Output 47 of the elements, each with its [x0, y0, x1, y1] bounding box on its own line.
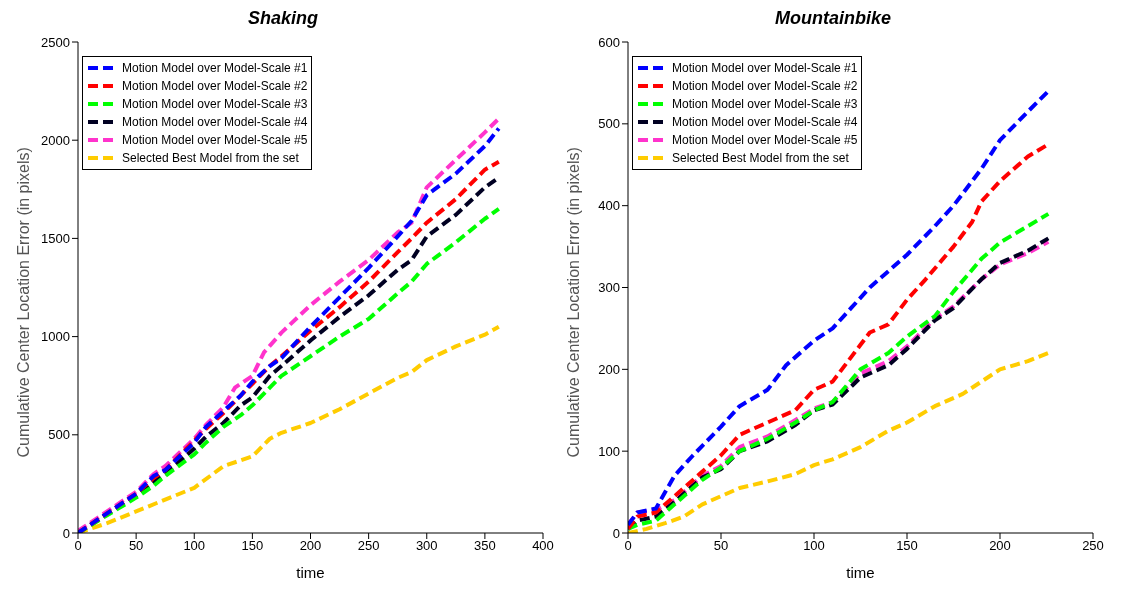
y-axis-title: Cumulative Center Location Error (in pixels) [564, 147, 582, 458]
x-tick-label: 300 [415, 538, 438, 554]
chart-title: Shaking [247, 8, 319, 30]
legend-label: Selected Best Model from the set [672, 151, 849, 165]
y-tick-label: 2000 [41, 132, 70, 148]
chart-title: Mountainbike [774, 8, 892, 30]
x-tick-label: 100 [183, 538, 206, 554]
legend-label: Selected Best Model from the set [122, 151, 299, 165]
y-tick-label: 300 [598, 280, 620, 296]
x-tick-label: 250 [1082, 538, 1104, 554]
y-tick-label: 0 [612, 525, 620, 541]
line-series [628, 350, 1051, 533]
y-tick-label: 200 [598, 361, 620, 377]
legend-label: Motion Model over Model-Scale #1 [672, 61, 858, 75]
y-tick-label: 1500 [41, 231, 70, 247]
x-tick-label: 50 [128, 538, 144, 554]
legend-label: Motion Model over Model-Scale #5 [672, 133, 858, 147]
legend-label: Motion Model over Model-Scale #2 [672, 79, 858, 93]
x-tick-label: 250 [357, 538, 380, 554]
x-tick-label: 150 [241, 538, 264, 554]
x-axis-title: time [846, 564, 875, 581]
x-axis-title: time [296, 564, 325, 581]
legend-label: Motion Model over Model-Scale #3 [122, 97, 308, 111]
y-tick-label: 0 [62, 525, 70, 541]
y-tick-label: 500 [48, 427, 70, 443]
legend-label: Motion Model over Model-Scale #5 [122, 133, 308, 147]
y-tick-label: 400 [598, 198, 620, 214]
x-tick-label: 0 [74, 538, 82, 554]
x-tick-label: 200 [989, 538, 1011, 554]
y-tick-label: 100 [598, 443, 620, 459]
y-tick-label: 600 [598, 34, 620, 50]
legend-label: Motion Model over Model-Scale #4 [672, 115, 858, 129]
legend-label: Motion Model over Model-Scale #3 [672, 97, 858, 111]
y-tick-label: 1000 [41, 329, 70, 345]
y-axis-title: Cumulative Center Location Error (in pixels) [14, 147, 32, 458]
x-tick-label: 350 [474, 538, 496, 554]
legend-label: Motion Model over Model-Scale #4 [122, 115, 308, 129]
legend-label: Motion Model over Model-Scale #2 [122, 79, 308, 93]
x-tick-label: 50 [713, 538, 729, 554]
x-tick-label: 200 [299, 538, 322, 554]
y-tick-label: 2500 [41, 34, 70, 50]
x-tick-label: 0 [624, 538, 632, 554]
x-tick-label: 150 [896, 538, 918, 554]
y-tick-label: 500 [598, 116, 620, 132]
x-tick-label: 400 [532, 538, 554, 554]
x-tick-label: 100 [803, 538, 825, 554]
legend-label: Motion Model over Model-Scale #1 [122, 61, 308, 75]
